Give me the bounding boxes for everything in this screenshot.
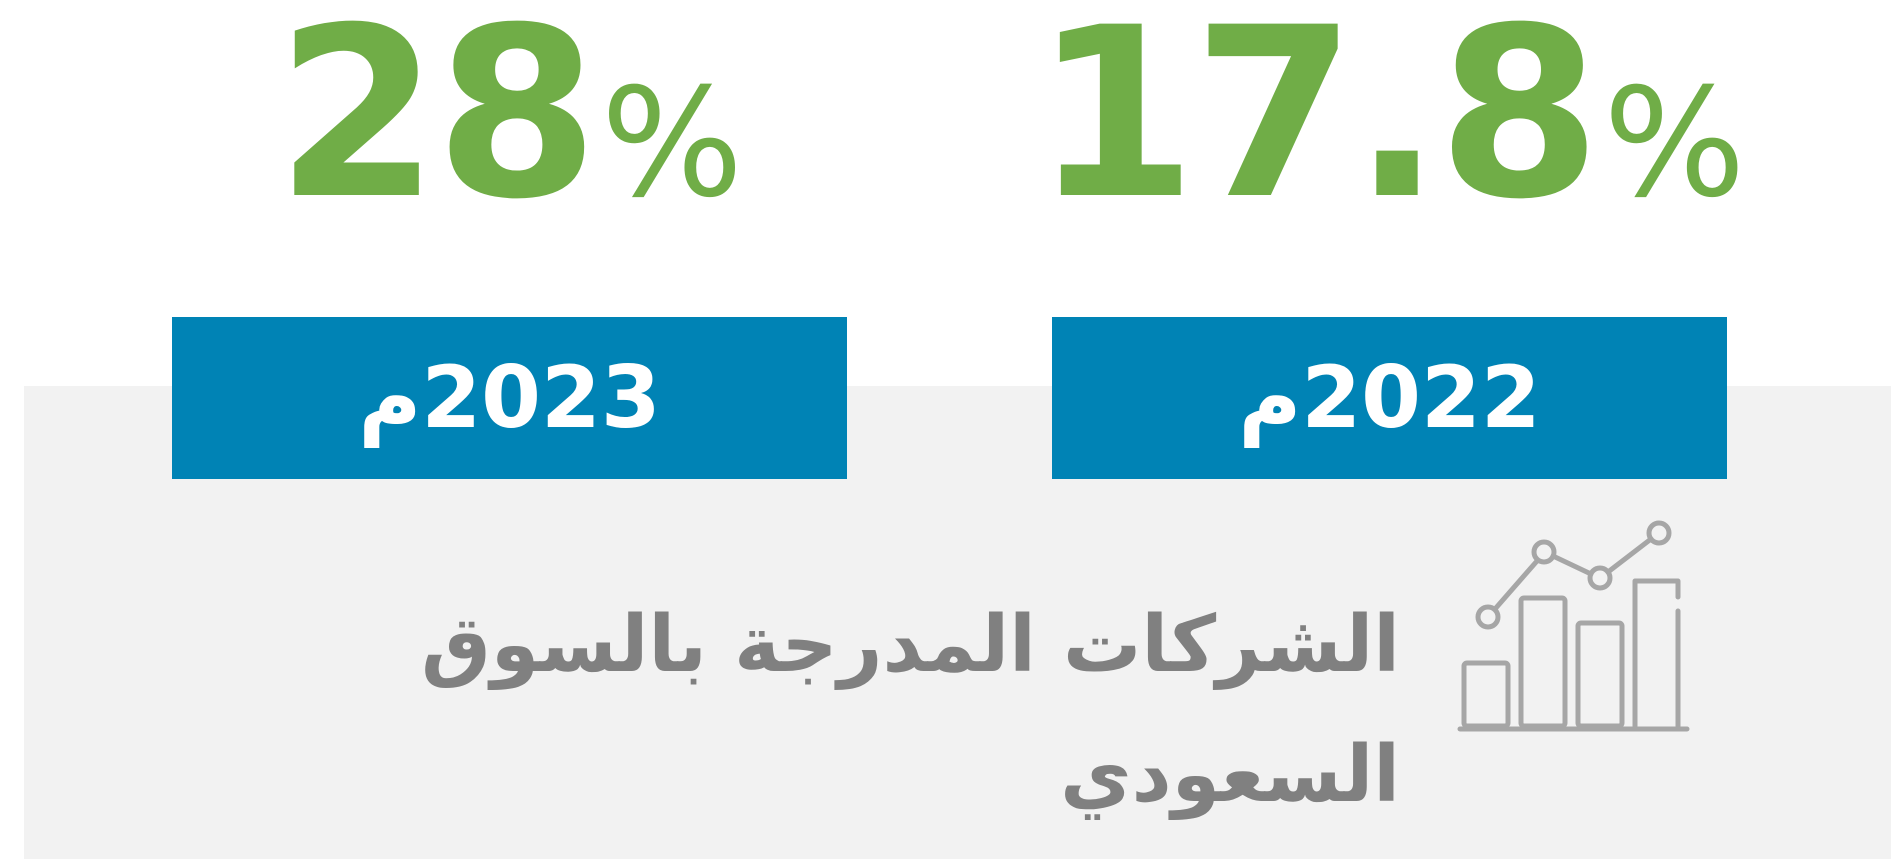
stat-value: 17.8% (1033, 0, 1745, 232)
value-number: 17.8 (1033, 0, 1601, 251)
year-label: 2022م (1052, 317, 1727, 479)
year-label: 2023م (172, 317, 847, 479)
chart-icon (1457, 520, 1690, 732)
caption: الشركات المدرجة بالسوق السعودي (421, 600, 1400, 820)
value-unit: % (600, 57, 744, 231)
value-number: 28 (275, 0, 599, 251)
stat-value: 28% (172, 0, 847, 251)
value-unit: % (1603, 57, 1746, 231)
